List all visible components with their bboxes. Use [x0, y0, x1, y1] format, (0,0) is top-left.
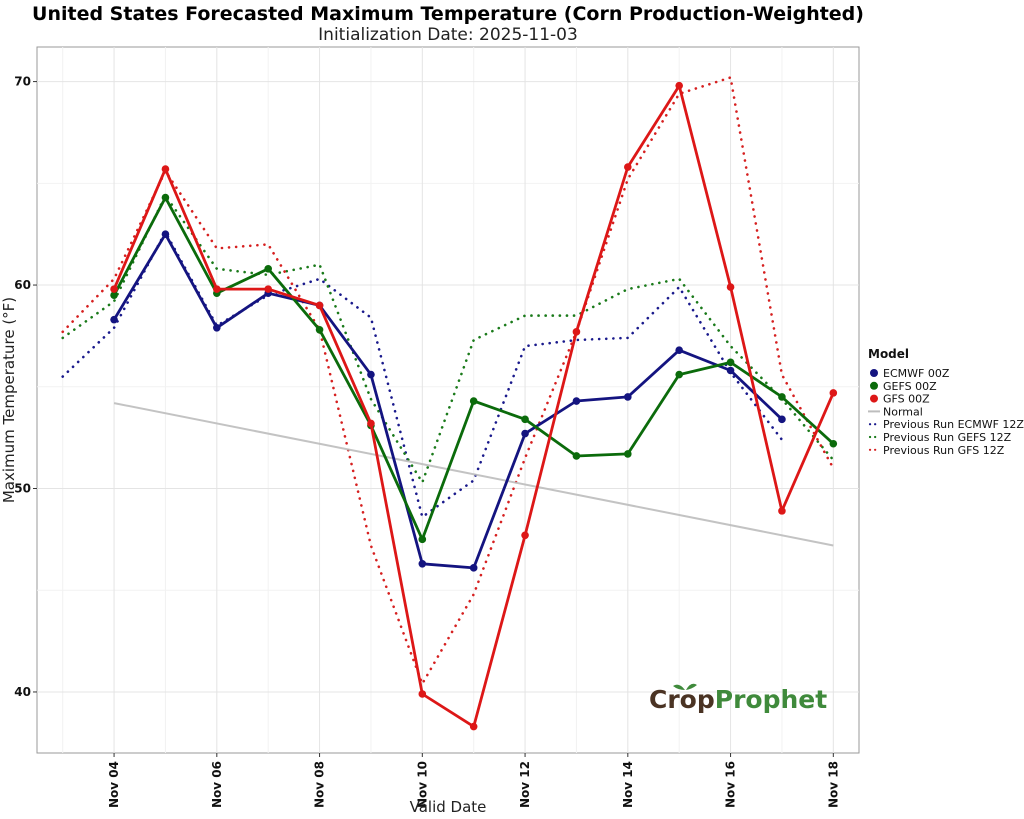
legend-title: Model [868, 347, 909, 361]
data-point-ecmwf-00z [110, 315, 118, 324]
data-point-gfs-00z [315, 301, 324, 310]
y-tick-label: 60 [14, 278, 31, 292]
plot-panel [36, 46, 860, 754]
logo-crop-text: Crop [649, 685, 715, 714]
chart-title: United States Forecasted Maximum Tempera… [32, 3, 864, 25]
y-tick-label: 70 [14, 75, 31, 89]
series-line-previous-run-ecmwf-12z [61, 229, 784, 520]
series-layer [61, 75, 838, 731]
y-axis-label: Maximum Temperature (°F) [0, 297, 18, 503]
series-previous-run-gefs-12z [61, 192, 835, 486]
legend-key-gefs-00z [870, 381, 878, 390]
data-point-gefs-00z [675, 370, 683, 379]
data-point-gefs-00z [469, 397, 478, 405]
data-point-ecmwf-00z [726, 366, 735, 375]
data-point-gfs-00z [161, 165, 170, 173]
series-line-normal [113, 402, 834, 547]
series-previous-run-ecmwf-12z [61, 229, 784, 520]
data-point-gfs-00z [264, 285, 272, 293]
x-axis: Nov 04 Nov 06 Nov 08 Nov 10 Nov 12 Nov 14 Nov … [107, 753, 840, 808]
data-point-ecmwf-00z [778, 415, 786, 424]
x-tick-label: Nov 08 [313, 761, 327, 808]
legend-label-previous-run-ecmwf-12z: Previous Run ECMWF 12Z [883, 418, 1024, 431]
data-point-ecmwf-00z [213, 323, 221, 332]
x-tick-label: Nov 12 [518, 761, 532, 808]
data-point-gefs-00z [110, 291, 118, 300]
data-point-gefs-00z [521, 415, 529, 424]
data-point-gefs-00z [778, 393, 786, 401]
data-point-gfs-00z [213, 285, 221, 293]
data-point-gefs-00z [829, 439, 838, 448]
x-tick-label: Nov 10 [415, 761, 429, 808]
legend-label-previous-run-gfs-12z: Previous Run GFS 12Z [883, 444, 1005, 457]
legend-label-ecmwf-00z: ECMWF 00Z [883, 367, 950, 380]
data-point-gfs-00z [110, 285, 118, 293]
logo-prophet-text: Prophet [715, 685, 827, 714]
data-point-gfs-00z [624, 163, 632, 171]
x-tick-label: Nov 06 [210, 761, 224, 808]
series-gfs-00z [110, 81, 838, 731]
x-axis-label: Valid Date [410, 798, 487, 816]
data-point-gfs-00z [572, 328, 581, 336]
cropprophet-logo: CropProphet [649, 683, 827, 714]
y-axis: 40 50 60 70 [14, 75, 37, 699]
svg-text:CropProphet: CropProphet [649, 685, 827, 714]
legend-label-gfs-00z: GFS 00Z [883, 393, 930, 406]
y-tick-label: 40 [14, 685, 31, 699]
grid [37, 47, 859, 753]
leaf-icon [673, 683, 697, 690]
data-point-gefs-00z [624, 450, 632, 458]
data-point-gfs-00z [418, 690, 427, 698]
data-point-gfs-00z [675, 81, 683, 90]
series-ecmwf-00z [110, 230, 786, 572]
data-point-ecmwf-00z [572, 397, 581, 405]
data-point-gfs-00z [726, 283, 735, 291]
data-point-gfs-00z [521, 531, 529, 540]
data-point-ecmwf-00z [624, 393, 632, 401]
data-point-gefs-00z [264, 264, 272, 273]
y-tick-label: 50 [14, 482, 31, 496]
x-tick-label: Nov 18 [826, 761, 840, 808]
x-tick-label: Nov 04 [107, 761, 121, 808]
data-point-gefs-00z [726, 358, 735, 367]
data-point-gefs-00z [418, 535, 427, 544]
data-point-ecmwf-00z [418, 559, 427, 568]
data-point-ecmwf-00z [469, 564, 478, 572]
data-point-gfs-00z [469, 722, 478, 731]
data-point-ecmwf-00z [161, 230, 170, 238]
data-point-ecmwf-00z [367, 370, 375, 379]
series-previous-run-gfs-12z [61, 75, 835, 687]
chart-subtitle: Initialization Date: 2025-11-03 [318, 25, 578, 45]
data-point-gefs-00z [161, 193, 170, 202]
series-line-previous-run-gfs-12z [61, 75, 835, 687]
series-line-previous-run-gefs-12z [61, 192, 835, 486]
x-tick-label: Nov 16 [724, 761, 738, 808]
legend-label-normal: Normal [883, 405, 923, 418]
x-tick-label: Nov 14 [621, 761, 635, 808]
legend-label-previous-run-gefs-12z: Previous Run GEFS 12Z [883, 431, 1012, 444]
series-line-ecmwf-00z [112, 232, 783, 570]
data-point-gfs-00z [778, 507, 786, 515]
data-point-gfs-00z [829, 389, 838, 397]
legend-key-ecmwf-00z [870, 369, 878, 377]
data-point-ecmwf-00z [675, 346, 683, 354]
data-point-ecmwf-00z [521, 429, 529, 438]
legend-key-gfs-00z [870, 394, 878, 403]
data-point-gfs-00z [367, 419, 375, 428]
legend-label-gefs-00z: GEFS 00Z [883, 380, 937, 393]
data-point-gefs-00z [572, 452, 581, 460]
series-normal [113, 402, 834, 547]
data-point-gefs-00z [315, 326, 324, 334]
